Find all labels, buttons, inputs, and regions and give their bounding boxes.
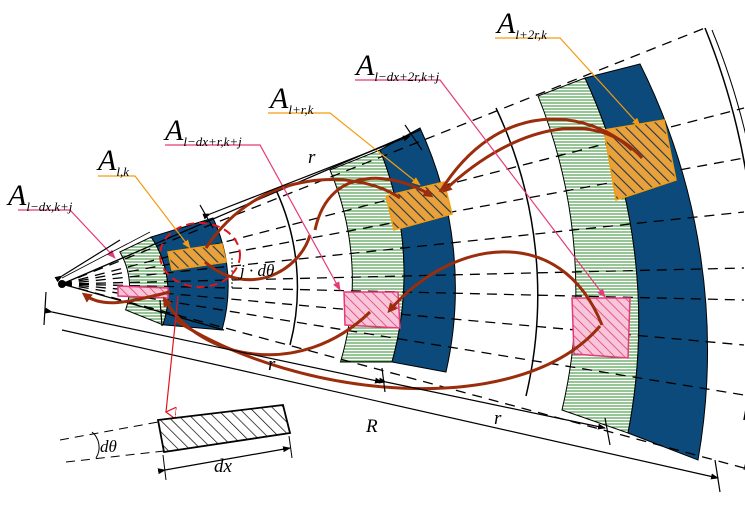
label-a-l-dx-k-j: Al−dx,k+j: [6, 179, 73, 214]
cell-a-l-k: [167, 243, 227, 271]
inset-element: [59, 404, 293, 481]
cell-a-l-dx-2r-k-j: [571, 297, 631, 359]
label-a-l-dx-r-k-j: Al−dx+r,k+j: [163, 114, 242, 149]
label-a-l-r-k: Al+r,k: [268, 82, 314, 117]
outer-arc-big2: [711, 29, 745, 471]
label-r-top: r: [308, 147, 316, 168]
origin-point: [58, 280, 66, 288]
label-r-bottom-1: r: [268, 354, 276, 375]
highlight-circle: [159, 222, 241, 288]
label-j-dtheta: j · dθ: [238, 261, 274, 280]
label-a-l-2r-k: Al+2r,k: [495, 7, 547, 42]
cell-a-l-dx-k-j: [117, 285, 169, 299]
label-inset-dx: dx: [214, 456, 233, 477]
inset-pointer: [166, 295, 179, 412]
label-r-bottom-2: r: [494, 408, 502, 429]
label-big-r: R: [365, 416, 378, 437]
outer-arc-big: [704, 27, 745, 421]
label-a-l-dx-2r-k-j: Al−dx+2r,k+j: [354, 49, 440, 84]
label-a-l-k: Al,k: [96, 144, 129, 179]
label-inset-dtheta: dθ: [100, 437, 117, 456]
